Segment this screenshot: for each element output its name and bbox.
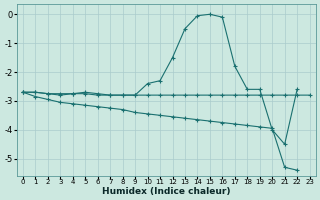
X-axis label: Humidex (Indice chaleur): Humidex (Indice chaleur) <box>102 187 230 196</box>
